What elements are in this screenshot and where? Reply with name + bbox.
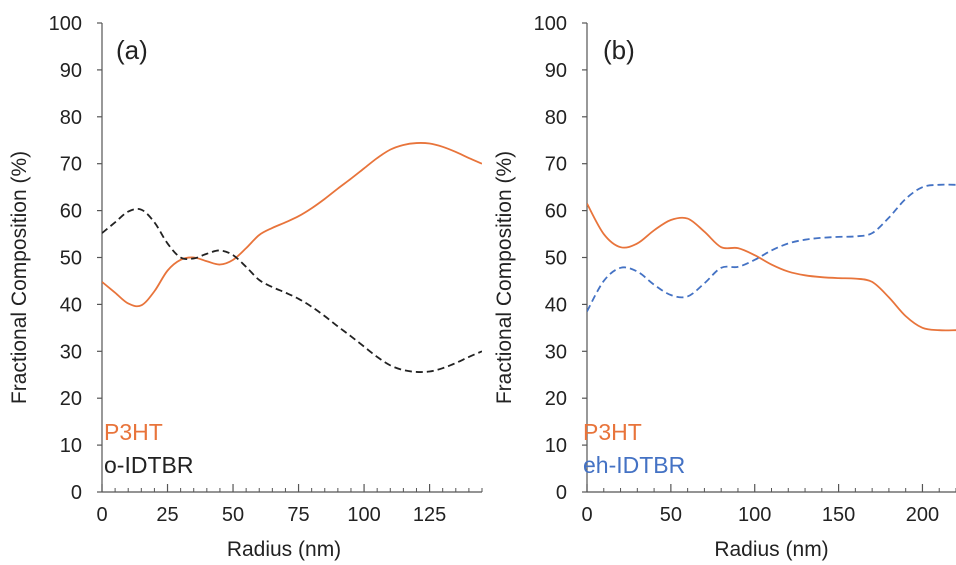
y-tick-label: 90 [60, 60, 82, 82]
y-tick-label: 10 [60, 435, 82, 457]
y-tick-label: 0 [556, 482, 567, 504]
series-line-p3ht [102, 142, 482, 308]
y-tick-label: 100 [49, 13, 82, 35]
x-tick-label: 200 [906, 504, 939, 526]
x-tick-label: 150 [822, 504, 855, 526]
x-tick-label: 50 [222, 504, 244, 526]
y-tick-label: 90 [545, 60, 567, 82]
y-tick-label: 70 [60, 154, 82, 176]
chart-panel-a: 0 10 20 30 40 50 60 70 80 90 100 0 25 50 75 100 125 Radiu… [8, 13, 483, 561]
series-line-eh-idtbr [587, 183, 956, 312]
x-tick-label: 75 [287, 504, 309, 526]
series-line-o-idtbr [102, 207, 482, 373]
legend-entry-o-idtbr: o-IDTBR [104, 452, 193, 478]
y-tick-label: 40 [545, 294, 567, 316]
legend-entry-p3ht: P3HT [583, 419, 642, 445]
y-tick-label: 30 [545, 341, 567, 363]
panel-label: (a) [116, 35, 148, 65]
y-tick-label: 40 [60, 294, 82, 316]
y-tick-label: 100 [534, 13, 567, 35]
y-tick-label: 70 [545, 154, 567, 176]
y-tick-label: 20 [545, 388, 567, 410]
x-tick-label: 125 [413, 504, 446, 526]
x-tick-label: 100 [738, 504, 771, 526]
panel-label: (b) [603, 35, 635, 65]
x-tick-label: 0 [581, 504, 592, 526]
y-tick-label: 80 [60, 107, 82, 129]
series-line-p3ht [587, 203, 956, 332]
x-axis-title: Radius (nm) [714, 538, 828, 561]
legend-entry-p3ht: P3HT [104, 419, 163, 445]
y-axis-title: Fractional Composition (%) [8, 151, 31, 404]
y-tick-label: 10 [545, 435, 567, 457]
y-tick-label: 50 [545, 248, 567, 270]
x-tick-label: 0 [96, 504, 107, 526]
x-axis-title: Radius (nm) [227, 538, 341, 561]
y-tick-label: 60 [545, 201, 567, 223]
legend-entry-eh-idtbr: eh-IDTBR [583, 452, 685, 478]
y-axis-title: Fractional Composition (%) [493, 151, 516, 404]
y-tick-label: 30 [60, 341, 82, 363]
y-tick-label: 80 [545, 107, 567, 129]
x-tick-label: 50 [660, 504, 682, 526]
x-tick-label: 25 [156, 504, 178, 526]
y-tick-label: 20 [60, 388, 82, 410]
y-tick-label: 50 [60, 248, 82, 270]
x-tick-label: 100 [347, 504, 380, 526]
chart-panel-b: 0 10 20 30 40 50 60 70 80 90 100 0 50 100 150 200 Radius… [493, 13, 956, 561]
y-tick-label: 0 [71, 482, 82, 504]
y-tick-label: 60 [60, 201, 82, 223]
